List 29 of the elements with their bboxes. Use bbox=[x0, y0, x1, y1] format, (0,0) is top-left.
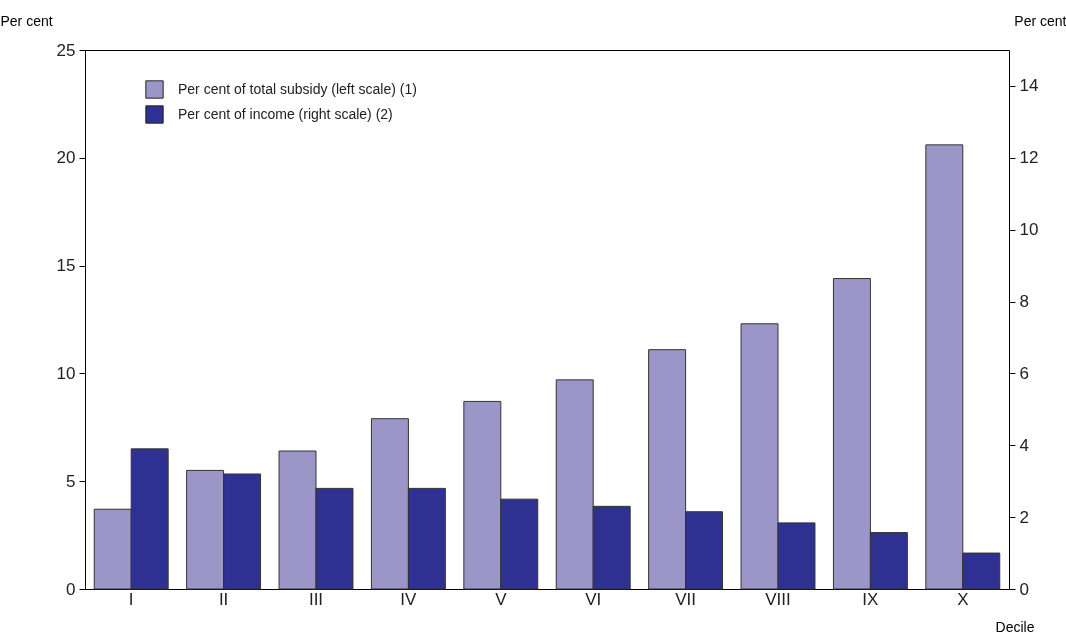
x-tick-label: III bbox=[308, 589, 324, 609]
y2-tick-label: 4 bbox=[1019, 435, 1029, 455]
y2-tick-label: 12 bbox=[1019, 148, 1039, 168]
legend-label: Per cent of total subsidy (left scale) (1) bbox=[178, 80, 417, 97]
x-tick-label: V bbox=[495, 589, 508, 609]
x-tick-label: VI bbox=[585, 589, 602, 609]
y-tick-label: 15 bbox=[56, 256, 76, 276]
x-tick-label: IX bbox=[862, 589, 879, 609]
legend-label: Per cent of income (right scale) (2) bbox=[178, 105, 393, 122]
x-tick-label: X bbox=[957, 589, 969, 609]
x-tick-label: VIII bbox=[765, 589, 791, 609]
y2-tick-label: 14 bbox=[1019, 76, 1039, 96]
y2-tick-label: 0 bbox=[1019, 579, 1029, 599]
x-tick-label: IV bbox=[400, 589, 418, 609]
y-tick-label: 5 bbox=[66, 471, 76, 491]
y2-tick-label: 6 bbox=[1019, 363, 1029, 383]
y2-tick-label: 8 bbox=[1019, 292, 1029, 312]
x-tick-label: I bbox=[128, 589, 134, 609]
y2-axis-title: Per cent bbox=[1014, 12, 1066, 29]
y2-tick-label: 10 bbox=[1019, 220, 1039, 240]
y-axis-title: Per cent bbox=[0, 12, 53, 29]
y-tick-label: 25 bbox=[56, 40, 76, 60]
x-axis-title: Decile bbox=[995, 618, 1035, 635]
x-tick-label: VII bbox=[675, 589, 696, 609]
y-tick-label: 0 bbox=[66, 579, 76, 599]
y2-tick-label: 2 bbox=[1019, 507, 1029, 527]
y-tick-label: 20 bbox=[56, 148, 76, 168]
y-tick-label: 10 bbox=[56, 363, 76, 383]
x-tick-label: II bbox=[218, 589, 229, 609]
